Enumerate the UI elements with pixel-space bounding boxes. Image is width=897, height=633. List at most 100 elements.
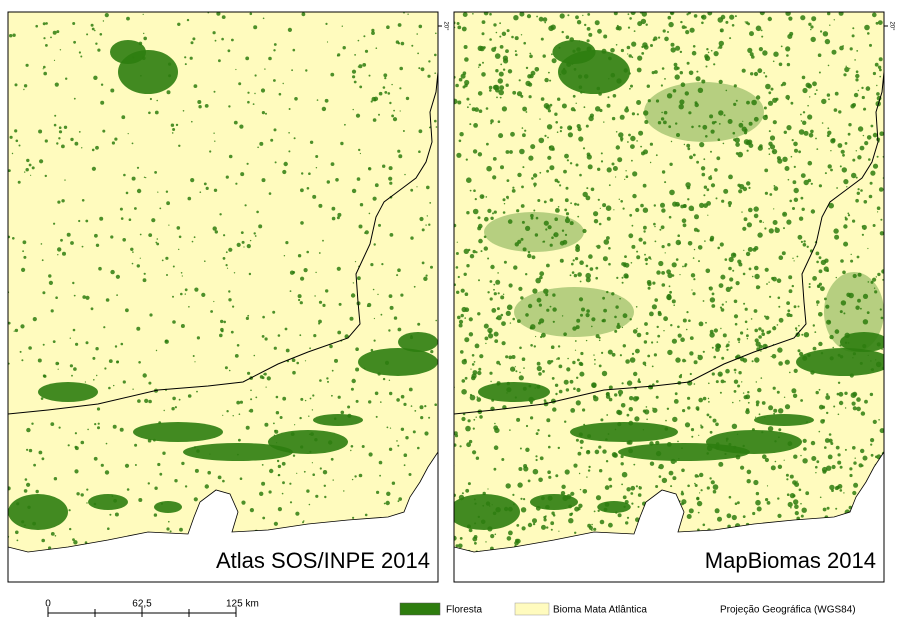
forest-patch <box>52 340 56 343</box>
forest-patch <box>776 278 782 284</box>
forest-patch <box>694 484 698 487</box>
forest-patch <box>530 494 578 510</box>
forest-patch <box>818 404 824 410</box>
forest-patch <box>402 130 405 132</box>
forest-patch <box>844 216 847 219</box>
forest-patch <box>711 292 715 296</box>
forest-patch <box>281 492 284 495</box>
forest-patch <box>762 454 767 460</box>
forest-patch <box>778 305 781 308</box>
forest-patch <box>785 12 791 16</box>
forest-patch <box>368 400 372 404</box>
forest-patch <box>715 380 719 384</box>
forest-patch <box>803 179 809 186</box>
forest-patch <box>94 29 96 32</box>
forest-patch <box>57 200 61 204</box>
forest-patch <box>851 172 857 179</box>
forest-patch <box>769 193 773 196</box>
forest-patch <box>352 516 355 519</box>
forest-patch <box>184 56 187 59</box>
forest-patch <box>606 167 612 173</box>
forest-patch <box>649 311 654 317</box>
forest-patch <box>748 121 753 126</box>
forest-patch <box>636 250 639 253</box>
forest-patch <box>728 256 734 263</box>
forest-patch <box>617 26 622 31</box>
forest-patch <box>364 232 366 234</box>
forest-patch <box>603 239 610 245</box>
forest-patch <box>148 233 153 238</box>
forest-patch <box>578 136 584 142</box>
forest-patch <box>43 65 46 69</box>
forest-patch <box>689 155 693 160</box>
forest-patch <box>194 468 199 473</box>
forest-patch <box>489 38 492 41</box>
forest-patch <box>554 112 558 116</box>
forest-patch <box>52 30 57 35</box>
forest-patch <box>644 364 647 367</box>
forest-patch <box>627 53 629 55</box>
forest-patch <box>536 365 542 372</box>
forest-patch <box>768 281 770 283</box>
forest-patch <box>485 342 487 345</box>
forest-patch <box>197 100 202 104</box>
forest-patch <box>498 133 504 139</box>
forest-patch <box>591 523 593 526</box>
forest-patch <box>315 167 318 169</box>
forest-patch <box>725 301 727 303</box>
forest-patch <box>175 123 179 127</box>
forest-patch <box>247 371 251 375</box>
forest-patch <box>220 319 224 324</box>
forest-patch <box>676 66 680 70</box>
forest-patch <box>19 350 22 353</box>
forest-patch <box>807 178 812 183</box>
forest-patch <box>798 488 802 492</box>
forest-patch <box>803 447 807 451</box>
forest-patch <box>722 142 725 145</box>
forest-patch <box>753 309 758 313</box>
forest-patch <box>600 152 603 155</box>
forest-patch <box>670 324 673 327</box>
forest-patch <box>602 203 607 208</box>
forest-patch <box>699 472 704 478</box>
forest-patch <box>831 138 836 143</box>
forest-patch <box>545 293 549 297</box>
forest-patch <box>508 283 513 288</box>
forest-patch <box>156 238 159 240</box>
forest-patch <box>540 37 544 41</box>
forest-patch <box>423 276 428 281</box>
forest-patch <box>720 14 726 20</box>
forest-patch <box>548 145 555 151</box>
forest-patch <box>270 138 274 142</box>
forest-patch <box>800 240 803 243</box>
forest-patch <box>727 201 732 206</box>
forest-patch <box>824 172 827 175</box>
forest-patch <box>478 63 482 67</box>
forest-patch <box>849 67 851 69</box>
forest-patch <box>353 80 357 84</box>
forest-patch <box>460 350 464 354</box>
forest-patch <box>459 537 463 540</box>
forest-patch <box>205 186 209 190</box>
forest-patch <box>877 65 882 69</box>
forest-patch <box>259 141 264 146</box>
forest-patch <box>816 460 820 464</box>
forest-patch <box>755 491 760 496</box>
forest-patch <box>667 349 673 356</box>
forest-patch <box>72 538 75 541</box>
forest-patch <box>773 51 779 57</box>
forest-patch <box>204 104 209 108</box>
forest-patch <box>834 91 839 96</box>
forest-patch <box>540 97 545 101</box>
forest-patch <box>861 464 864 467</box>
forest-patch <box>872 419 877 424</box>
forest-patch <box>218 59 221 63</box>
forest-patch <box>700 424 702 427</box>
forest-patch <box>682 318 687 323</box>
forest-patch <box>652 407 658 413</box>
forest-patch <box>288 108 291 110</box>
forest-patch <box>793 187 799 194</box>
forest-patch <box>516 524 520 527</box>
forest-patch <box>456 290 460 294</box>
forest-patch <box>44 139 48 143</box>
